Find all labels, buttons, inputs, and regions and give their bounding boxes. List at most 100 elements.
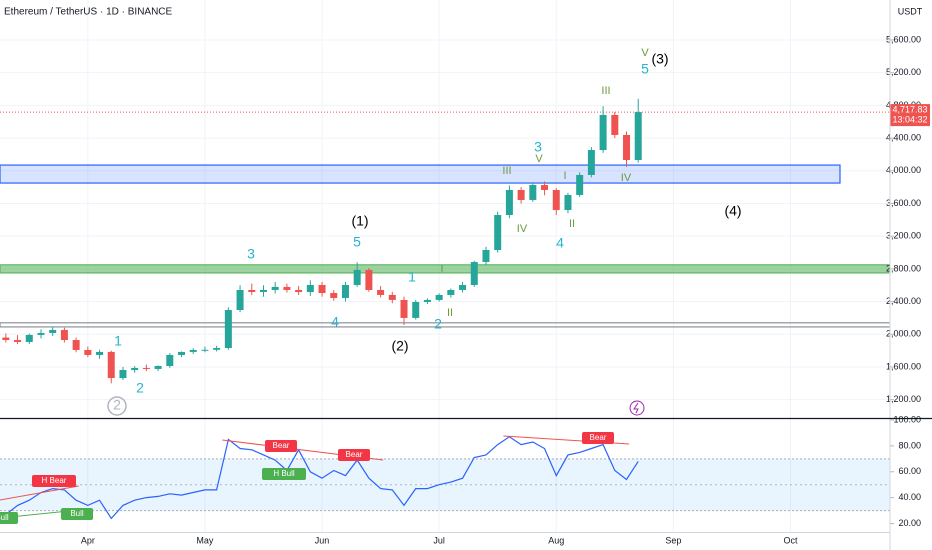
y-tick-label: 2,000.00 [886, 329, 921, 339]
countdown: 13:04:32 [892, 114, 927, 124]
candle-body [400, 299, 408, 318]
x-tick-label: Jul [433, 535, 445, 545]
y-tick-label: 4,400.00 [886, 132, 921, 142]
signal-box [338, 449, 370, 461]
candle-body [587, 150, 595, 175]
x-tick-label: May [196, 535, 214, 545]
wave-label: (1) [351, 213, 368, 229]
zone [0, 164, 841, 184]
signal-box [265, 440, 297, 452]
candle-body [482, 249, 490, 263]
candle-body [505, 189, 513, 216]
y-tick-label: 3,600.00 [886, 198, 921, 208]
candle-body [96, 351, 104, 355]
plot-layer: Apr May Jun Jul Aug Sep Oct 1,200.00 1,600.00 2,0… [0, 34, 930, 545]
wave-label: IV [621, 172, 632, 184]
candle-body [306, 284, 314, 293]
x-tick-label: Sep [665, 535, 681, 545]
candle-body [72, 340, 80, 350]
candle-body [517, 189, 525, 200]
divergence-line [0, 485, 79, 501]
signal-box [0, 512, 18, 524]
wave-label: 4 [556, 235, 564, 251]
y-tick-label: 80.00 [898, 440, 921, 450]
candle-body [611, 114, 619, 135]
candle-body [295, 289, 303, 293]
candle-body [564, 194, 572, 211]
zone [0, 264, 891, 274]
signal-box [262, 468, 306, 480]
signal-box [61, 508, 93, 520]
candle-body [470, 262, 478, 285]
candle-body [2, 337, 10, 341]
candle-body [377, 289, 385, 295]
candle-body [283, 286, 291, 290]
candle-body [178, 351, 186, 355]
wave-label: I [440, 263, 443, 275]
candle-body [459, 284, 467, 290]
candle-body [353, 269, 361, 285]
candle-body [634, 112, 642, 160]
y-tick-label: 60.00 [898, 466, 921, 476]
candle-body [201, 349, 209, 351]
y-tick-label: 1,200.00 [886, 394, 921, 404]
candle-body [365, 269, 373, 290]
y-tick-label: 5,200.00 [886, 67, 921, 77]
wave-label: III [502, 165, 511, 177]
wave-label: III [601, 85, 610, 97]
wave-label: (3) [651, 51, 668, 67]
candle-body [60, 329, 68, 341]
wave-circle [107, 396, 127, 416]
symbol-title: Ethereum / TetherUS · 1D · BINANCE [4, 7, 173, 18]
candle-body [213, 348, 221, 350]
wave-label: (4) [724, 203, 741, 219]
wave-label: 2 [434, 316, 442, 332]
currency: USDT [898, 6, 923, 16]
candle-body [166, 354, 174, 367]
y-tick-label: 40.00 [898, 492, 921, 502]
signal-box [32, 475, 76, 487]
wave-label: 5 [353, 234, 361, 250]
candle-body [529, 185, 537, 200]
candle-body [423, 299, 431, 302]
wave-label: V [535, 153, 543, 165]
wave-label: 3 [247, 246, 255, 262]
x-tick-label: Jun [315, 535, 330, 545]
y-tick-label: 100.00 [893, 414, 921, 424]
candle-body [552, 189, 560, 211]
x-tick-label: Aug [548, 535, 564, 545]
wave-label: II [569, 218, 575, 230]
y-tick-label: 2,800.00 [886, 263, 921, 273]
candle-body [447, 289, 455, 295]
rsi-line [5, 436, 639, 520]
candle-body [341, 284, 349, 298]
candle-body [107, 351, 115, 379]
event-icon-bolt [633, 402, 639, 414]
wave-label: V [641, 47, 649, 59]
candle-body [494, 215, 502, 250]
candle-body [14, 340, 22, 342]
candle-body [119, 370, 127, 379]
candle-body [318, 284, 326, 294]
x-tick-label: Oct [783, 535, 798, 545]
wave-label: 1 [408, 269, 416, 285]
wave-label: I [563, 170, 566, 182]
wave-label: IV [517, 223, 528, 235]
y-tick-label: 1,600.00 [886, 361, 921, 371]
wave-label: 2 [113, 397, 121, 413]
candle-body [576, 174, 584, 195]
candle-body [37, 332, 45, 335]
y-tick-label: 4,000.00 [886, 165, 921, 175]
signal-label: H Bear [42, 476, 67, 485]
wave-label: (2) [391, 338, 408, 354]
signal-label: Bull [70, 509, 84, 518]
candle-body [224, 310, 232, 349]
event-icon[interactable] [629, 400, 645, 416]
candle-body [388, 294, 396, 300]
candle-body [49, 329, 57, 333]
candle-body [623, 134, 631, 160]
candle-body [541, 185, 549, 190]
candle-body [154, 366, 162, 369]
candle-body [25, 334, 33, 342]
